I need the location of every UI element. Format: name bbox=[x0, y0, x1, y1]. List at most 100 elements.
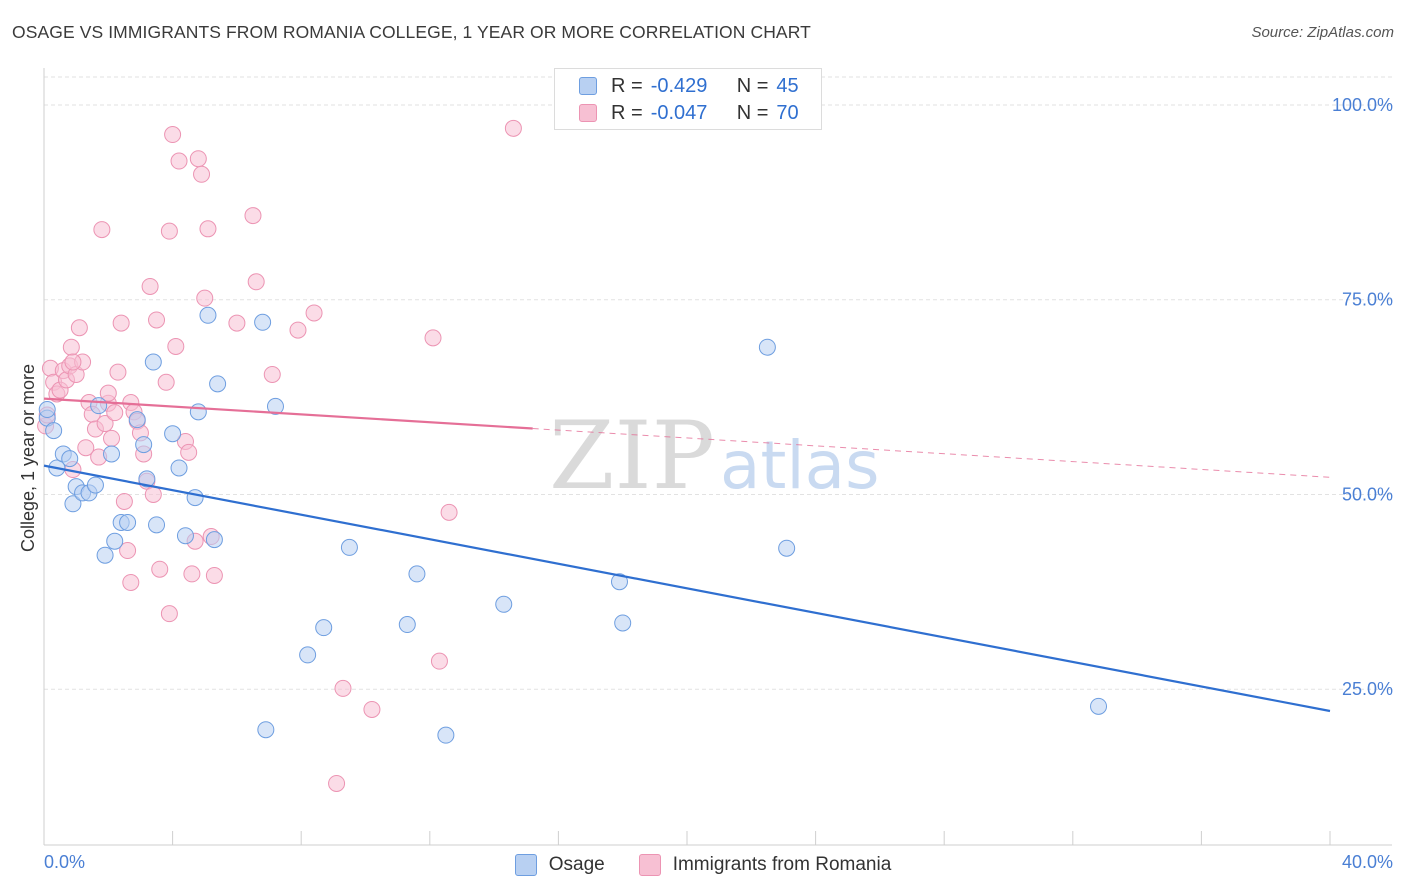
romania-point bbox=[148, 311, 166, 329]
osage-trend-line bbox=[43, 464, 1331, 713]
osage-point bbox=[205, 531, 223, 549]
romania-point bbox=[77, 439, 95, 457]
romania-point bbox=[244, 207, 262, 225]
romania-point bbox=[93, 221, 111, 239]
osage-point bbox=[106, 532, 124, 550]
romania-point bbox=[424, 329, 442, 347]
romania-point bbox=[144, 485, 162, 503]
series-legend-romania[interactable]: Immigrants from Romania bbox=[638, 854, 892, 876]
source-label: Source: ZipAtlas.com bbox=[1251, 24, 1394, 41]
osage-point bbox=[340, 538, 358, 556]
romania-point bbox=[115, 492, 133, 510]
osage-point bbox=[209, 375, 227, 393]
romania-point bbox=[151, 560, 169, 578]
legend-row-romania: R = -0.047 N = 70 bbox=[579, 100, 799, 126]
romania-point bbox=[109, 363, 127, 381]
axes bbox=[43, 68, 1392, 846]
romania-point bbox=[112, 314, 130, 332]
x-tick-label: 40.0% bbox=[1342, 852, 1393, 872]
romania-point bbox=[64, 353, 82, 371]
y-tick-label: 25.0% bbox=[1342, 679, 1393, 699]
correlation-legend: R = -0.429 N = 45 R = -0.047 N = 70 bbox=[554, 68, 822, 130]
legend-r-value: -0.429 bbox=[650, 74, 708, 97]
trend-lines bbox=[43, 397, 1331, 713]
romania-point bbox=[180, 443, 198, 461]
osage-point bbox=[138, 470, 156, 488]
romania-point bbox=[157, 373, 175, 391]
legend-n-label: N = bbox=[736, 74, 769, 97]
romania-point bbox=[247, 273, 265, 291]
osage-point bbox=[189, 403, 207, 421]
legend-swatch-romania bbox=[579, 104, 597, 122]
osage-point bbox=[199, 306, 217, 324]
grid bbox=[44, 76, 1392, 690]
series-label-romania: Immigrants from Romania bbox=[672, 854, 892, 875]
romania-point bbox=[122, 573, 140, 591]
legend-swatch-osage bbox=[579, 77, 597, 95]
romania-points bbox=[37, 119, 522, 792]
osage-point bbox=[266, 397, 284, 415]
legend-r-label: R = bbox=[611, 74, 643, 97]
romania-trend-extension bbox=[532, 428, 1331, 478]
osage-point bbox=[176, 527, 194, 545]
romania-point bbox=[334, 679, 352, 697]
osage-point bbox=[144, 353, 162, 371]
osage-point bbox=[614, 614, 632, 632]
watermark: ZIP atlas bbox=[549, 402, 879, 511]
osage-point bbox=[778, 539, 796, 557]
romania-point bbox=[328, 774, 346, 792]
osage-point bbox=[148, 516, 166, 534]
romania-point bbox=[167, 337, 185, 355]
x-tick-label: 0.0% bbox=[44, 852, 85, 872]
osage-point bbox=[103, 445, 121, 463]
romania-point bbox=[363, 700, 381, 718]
romania-point bbox=[170, 152, 188, 170]
romania-point bbox=[164, 126, 182, 144]
y-axis-label: College, 1 year or more bbox=[18, 364, 38, 552]
romania-point bbox=[263, 365, 281, 383]
osage-point bbox=[61, 450, 79, 468]
osage-point bbox=[86, 476, 104, 494]
romania-point bbox=[160, 605, 178, 623]
osage-point bbox=[164, 425, 182, 443]
tick-labels: 25.0% 50.0% 75.0% 100.0% 0.0% 40.0% bbox=[44, 95, 1393, 872]
series-swatch-romania bbox=[638, 854, 661, 876]
osage-point bbox=[257, 721, 275, 739]
romania-point bbox=[70, 319, 88, 337]
legend-r-label: R = bbox=[611, 101, 643, 124]
osage-point bbox=[170, 459, 188, 477]
romania-point bbox=[289, 321, 307, 339]
osage-point bbox=[64, 495, 82, 513]
romania-point bbox=[103, 429, 121, 447]
series-swatch-osage bbox=[514, 854, 537, 876]
osage-point bbox=[254, 313, 272, 331]
romania-point bbox=[106, 404, 124, 422]
romania-point bbox=[62, 338, 80, 356]
romania-point bbox=[305, 304, 323, 322]
romania-point bbox=[119, 542, 137, 560]
romania-trend-line bbox=[43, 397, 533, 430]
series-legend-osage[interactable]: Osage bbox=[514, 854, 605, 876]
romania-point bbox=[228, 314, 246, 332]
legend-n-value: 45 bbox=[776, 74, 799, 97]
osage-point bbox=[408, 565, 426, 583]
osage-point bbox=[119, 513, 137, 531]
osage-point bbox=[299, 646, 317, 664]
osage-point bbox=[437, 726, 455, 744]
osage-point bbox=[315, 619, 333, 637]
y-tick-label: 100.0% bbox=[1332, 95, 1393, 115]
legend-n-value: 70 bbox=[776, 101, 799, 124]
chart-title: OSAGE VS IMMIGRANTS FROM ROMANIA COLLEGE… bbox=[12, 22, 811, 42]
osage-point bbox=[758, 338, 776, 356]
legend-n-label: N = bbox=[736, 101, 769, 124]
y-tick-label: 75.0% bbox=[1342, 290, 1393, 310]
osage-point bbox=[38, 401, 56, 419]
series-legend: Osage Immigrants from Romania bbox=[0, 852, 1406, 878]
watermark-zip: ZIP bbox=[549, 402, 715, 511]
legend-r-value: -0.047 bbox=[650, 101, 708, 124]
osage-point bbox=[610, 573, 628, 591]
romania-point bbox=[504, 119, 522, 137]
romania-point bbox=[141, 277, 159, 295]
osage-point bbox=[45, 422, 63, 440]
